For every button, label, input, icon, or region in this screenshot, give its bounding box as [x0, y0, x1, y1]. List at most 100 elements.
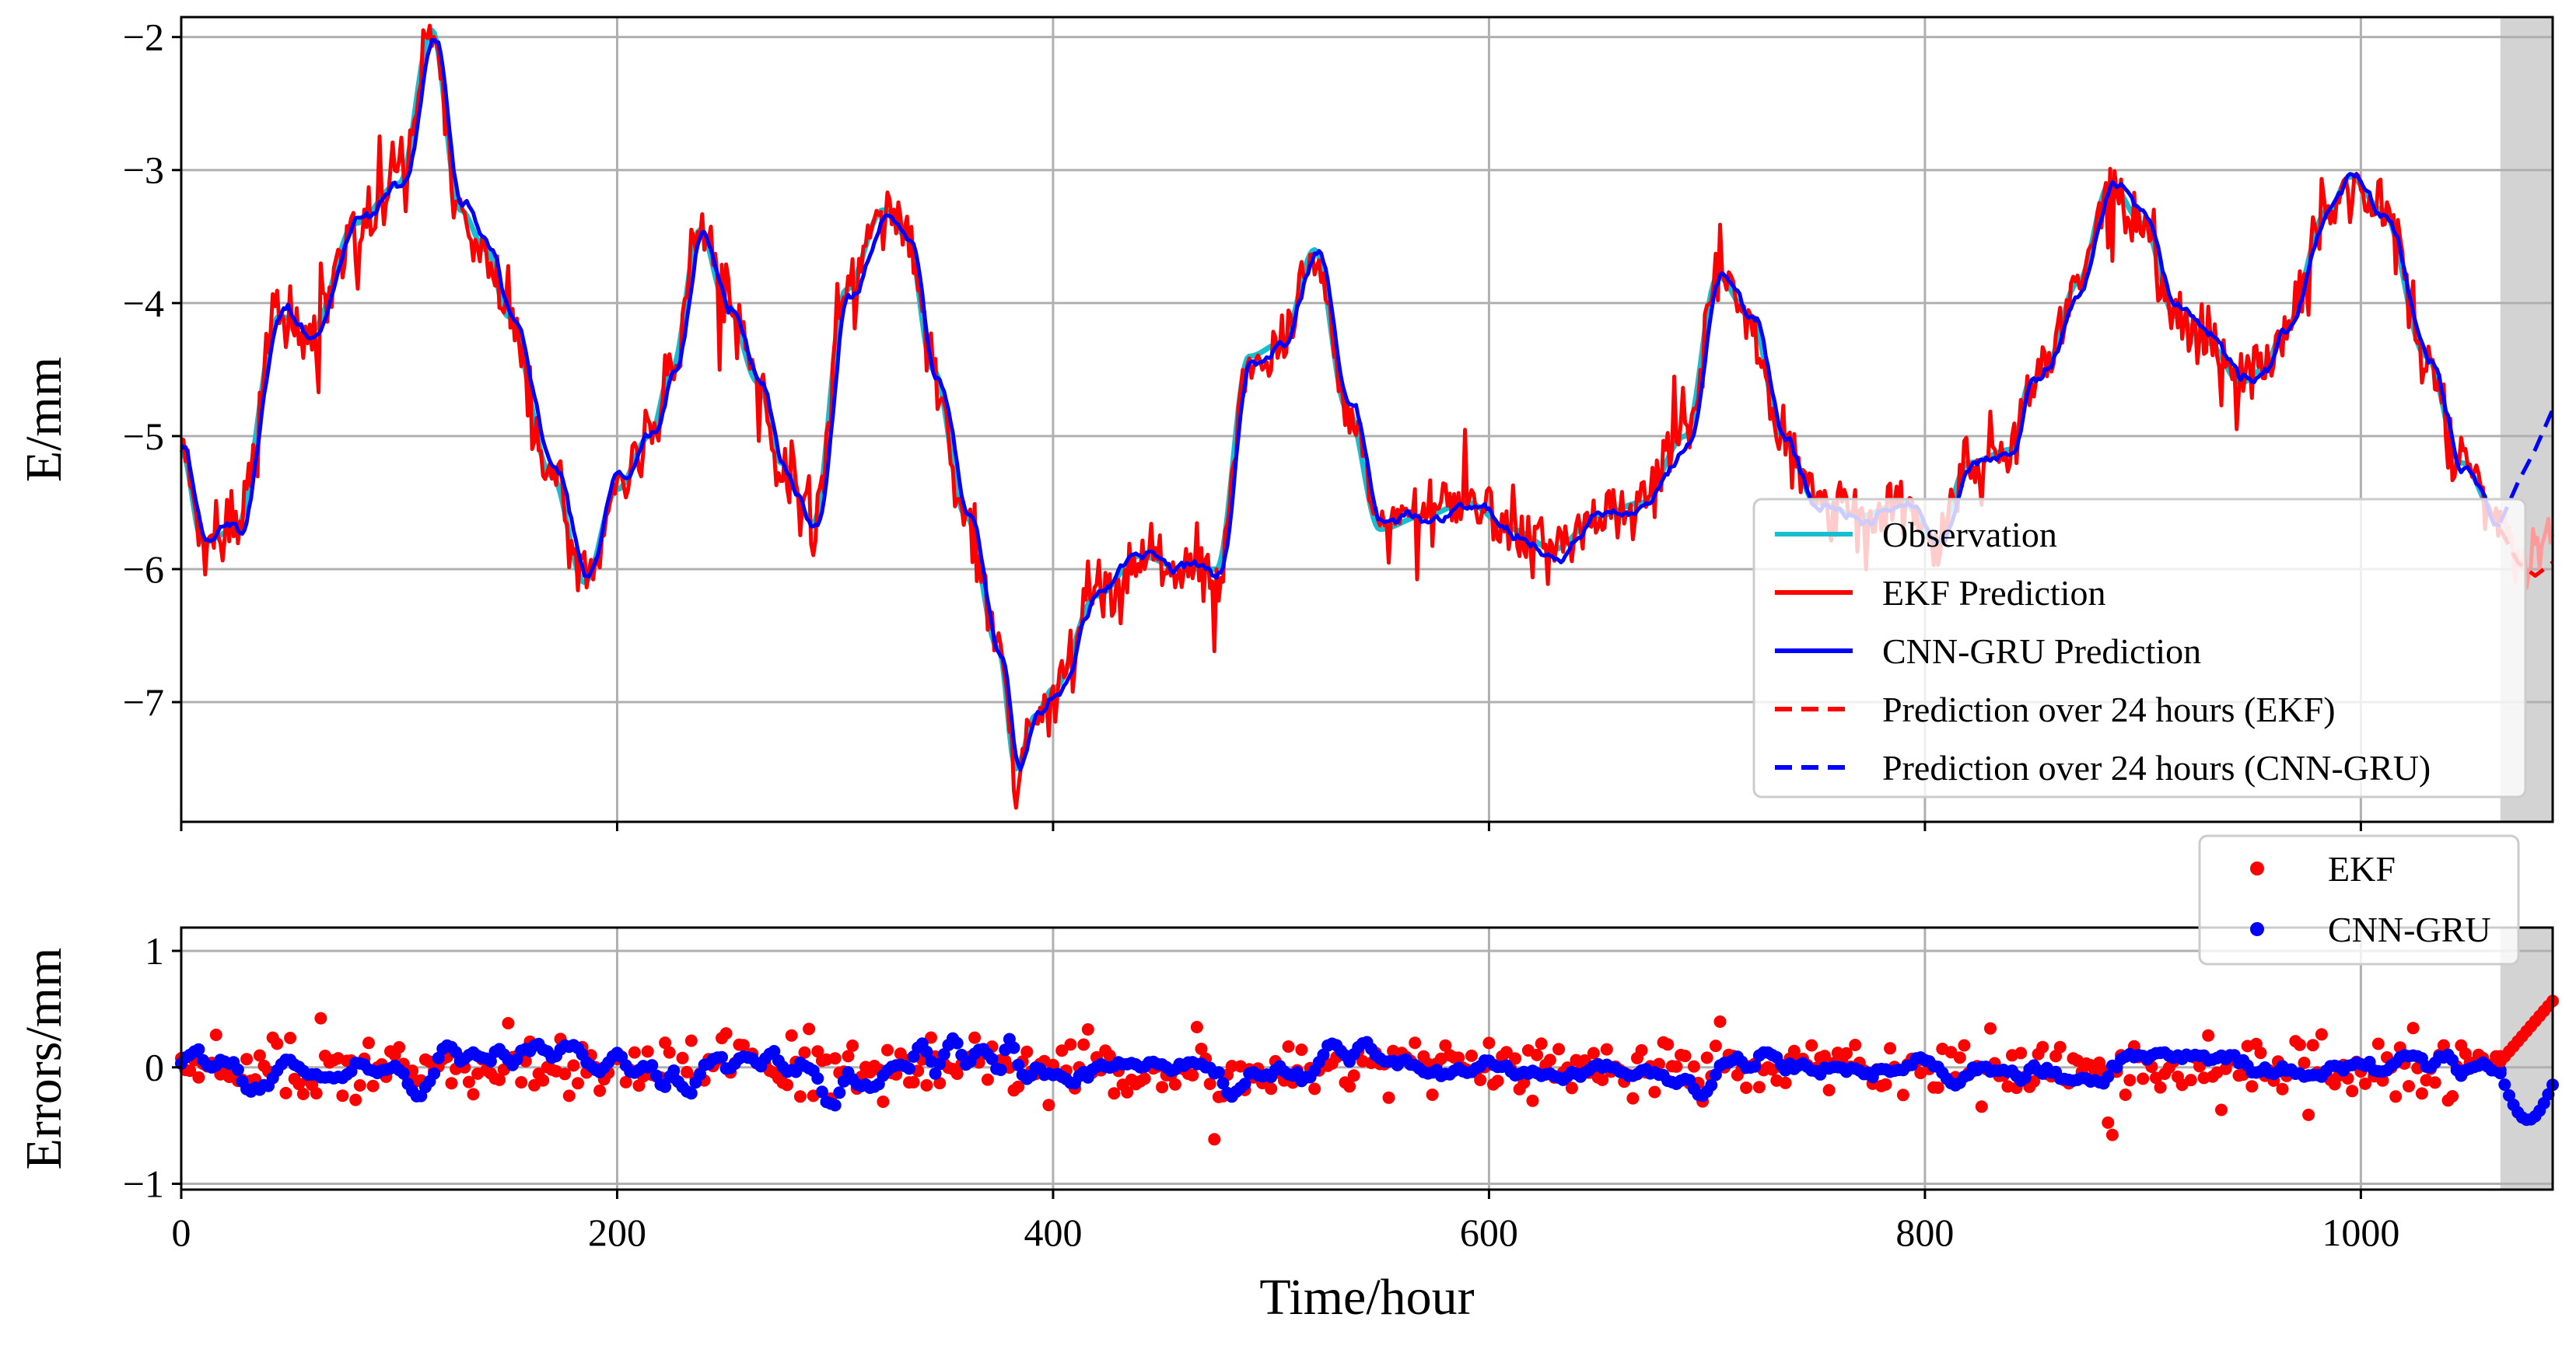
ekf-error-point [681, 1065, 694, 1078]
ekf-error-point [1805, 1039, 1818, 1052]
cnn-gru-error-point [950, 1036, 964, 1050]
ekf-error-point [572, 1077, 584, 1090]
ekf-error-point [1822, 1084, 1836, 1097]
ekf-error-point [2415, 1087, 2428, 1100]
ekf-error-point [2315, 1028, 2328, 1041]
cnn-gru-error-point [646, 1059, 659, 1072]
ekf-error-point [1186, 1069, 1199, 1082]
ekf-error-point [1713, 1015, 1727, 1028]
ekf-error-point [1526, 1094, 1539, 1107]
ekf-error-point [2389, 1090, 2403, 1103]
cnn-gru-error-point [397, 1067, 410, 1080]
cnn-gru-error-point [231, 1063, 244, 1076]
ekf-error-point [842, 1050, 855, 1063]
ekf-error-point [2036, 1040, 2049, 1054]
ekf-error-point [925, 1031, 937, 1044]
ekf-error-point [785, 1029, 798, 1042]
ekf-error-point [1295, 1043, 1308, 1057]
ekf-error-point [253, 1049, 266, 1062]
ekf-error-point [279, 1086, 292, 1099]
cnn-gru-error-point [2498, 1078, 2511, 1091]
legend-ekf-forecast-label: Prediction over 24 hours (EKF) [1882, 690, 2336, 729]
ekf-error-point [1347, 1069, 1360, 1082]
cnn-gru-error-point [985, 1053, 999, 1065]
ekf-error-point [1740, 1082, 1753, 1094]
ekf-error-point [2137, 1072, 2150, 1085]
bottom-y-ticks: −1 0 1 [123, 929, 181, 1206]
ekf-error-point [1491, 1075, 1504, 1088]
y-tick-label: 0 [145, 1046, 164, 1089]
top-x-ticks [180, 822, 2362, 831]
ekf-error-point [558, 1068, 572, 1081]
ekf-error-point [284, 1032, 297, 1044]
cnn-gru-error-point [1212, 1066, 1225, 1079]
ekf-error-point [628, 1046, 641, 1059]
ekf-error-point [1465, 1049, 1478, 1062]
ekf-error-point [1779, 1076, 1792, 1089]
y-tick-label: −3 [123, 149, 164, 192]
cnn-gru-error-point [659, 1080, 672, 1093]
ekf-error-point [493, 1073, 506, 1086]
ekf-error-point [2446, 1090, 2459, 1103]
ekf-error-point [2193, 1060, 2206, 1073]
ekf-error-point [828, 1052, 842, 1065]
ekf-error-point [2119, 1089, 2132, 1101]
ekf-error-point [659, 1036, 672, 1050]
series-cnn-gru-line [180, 37, 2501, 772]
ekf-error-point [2376, 1074, 2389, 1087]
ekf-error-point [2102, 1116, 2115, 1129]
cnn-gru-error-point [694, 1068, 706, 1081]
top-y-ticks: −7 −6 −5 −4 −3 −2 [123, 16, 181, 724]
ekf-error-point [2276, 1082, 2289, 1096]
x-tick-label: 400 [1024, 1211, 1082, 1254]
bottom-series [175, 994, 2559, 1146]
ekf-error-point [336, 1089, 349, 1103]
ekf-error-point [1931, 1081, 1944, 1094]
cnn-gru-error-point [432, 1051, 445, 1064]
ekf-error-point [2053, 1040, 2067, 1054]
ekf-error-point [2406, 1022, 2420, 1035]
ekf-error-point [1543, 1054, 1556, 1067]
ekf-error-point [907, 1075, 920, 1089]
ekf-error-point [1203, 1078, 1216, 1090]
cnn-gru-error-point [833, 1086, 846, 1099]
ekf-error-point [663, 1046, 676, 1059]
ekf-error-point [349, 1093, 362, 1106]
ekf-error-point [240, 1053, 254, 1066]
cnn-gru-error-point [929, 1067, 942, 1080]
ekf-error-point [950, 1068, 964, 1080]
ekf-error-point [1382, 1091, 1395, 1104]
top-panel: −7 −6 −5 −4 −3 −2 E/mm Observation EKF Predic… [16, 16, 2555, 831]
cnn-gru-error-point [1012, 1058, 1025, 1071]
cnn-gru-error-point [933, 1057, 947, 1071]
ekf-error-point [1426, 1089, 1439, 1101]
x-axis-label: Time/hour [1259, 1269, 1474, 1326]
ekf-error-point [1596, 1073, 1609, 1086]
cnn-gru-error-point [828, 1099, 842, 1112]
ekf-error-point [1409, 1036, 1422, 1050]
ekf-error-point [1896, 1089, 1909, 1102]
ekf-error-point [366, 1079, 380, 1092]
top-series [179, 23, 2555, 810]
ekf-error-point [1879, 1078, 1892, 1091]
ekf-error-point [968, 1031, 982, 1044]
ekf-error-point [2154, 1081, 2167, 1094]
ekf-error-point [1265, 1082, 1278, 1096]
ekf-error-point [2123, 1074, 2137, 1087]
ekf-error-point [2184, 1074, 2197, 1087]
ekf-error-point [1208, 1133, 1221, 1146]
ekf-error-point [1953, 1051, 1966, 1064]
ekf-error-point [1661, 1038, 1675, 1051]
ekf-error-point [1818, 1050, 1831, 1063]
ekf-error-point [2437, 1039, 2450, 1052]
ekf-error-point [1012, 1080, 1025, 1093]
ekf-error-point [877, 1096, 890, 1108]
cnn-gru-error-point [903, 1062, 915, 1075]
bottom-x-ticks: 0 200 400 600 800 1000 [172, 1190, 2399, 1254]
ekf-error-point [1500, 1046, 1513, 1059]
ekf-error-point [296, 1088, 310, 1100]
ekf-error-point [933, 1077, 947, 1090]
top-y-axis-label: E/mm [16, 357, 72, 482]
ekf-error-point [1535, 1037, 1548, 1050]
ekf-error-point [981, 1073, 994, 1086]
